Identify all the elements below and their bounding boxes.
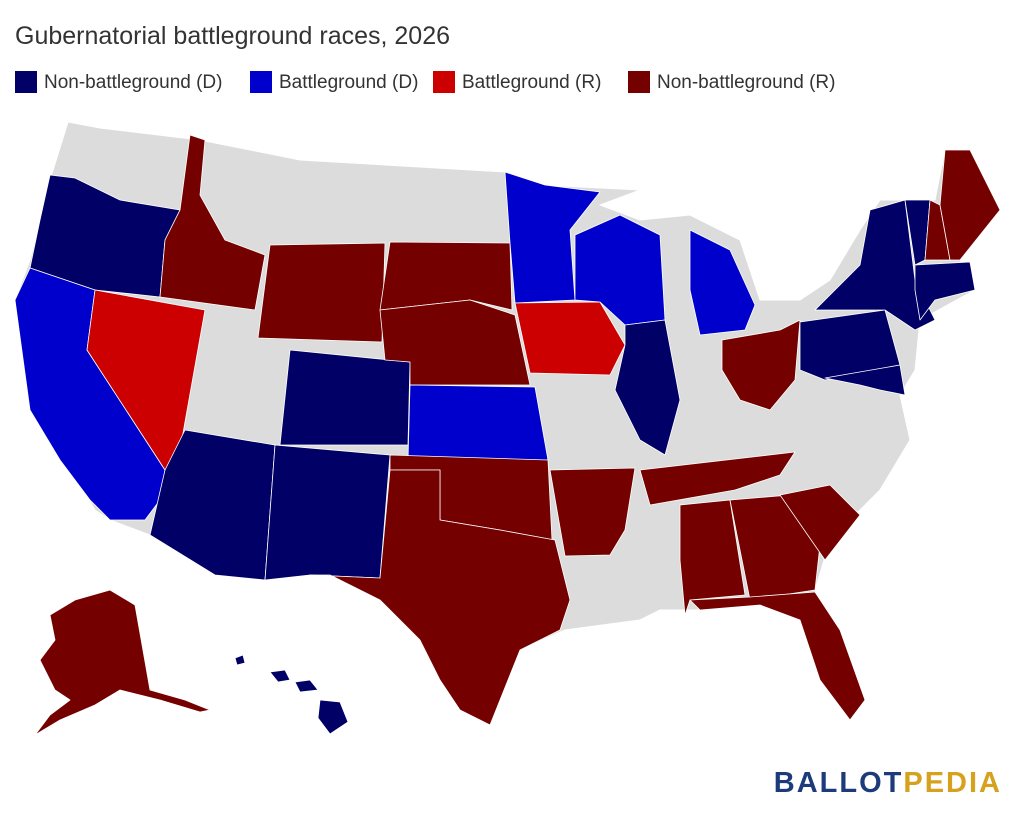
state (689, 591, 866, 721)
state (504, 171, 601, 304)
state (914, 261, 976, 321)
legend-swatch (15, 71, 37, 93)
title: Gubernatorial battleground races, 2026 (15, 22, 450, 50)
legend-label: Non-battleground (R) (657, 72, 835, 93)
state (939, 149, 1001, 261)
state (549, 467, 636, 557)
state (279, 349, 411, 446)
state (269, 669, 291, 683)
logo: BALLOTPEDIA (774, 767, 1002, 799)
state (159, 134, 266, 311)
state (264, 444, 391, 581)
legend-swatch (250, 71, 272, 93)
states (14, 134, 1001, 736)
legend-label: Battleground (R) (462, 72, 601, 93)
state (34, 589, 211, 736)
state (379, 241, 513, 311)
state (317, 699, 349, 735)
logo-part: BALLOT (774, 767, 904, 799)
state (824, 364, 906, 396)
state (639, 451, 796, 506)
state (721, 319, 801, 411)
state (514, 301, 626, 376)
legend-label: Battleground (D) (279, 72, 418, 93)
state (234, 654, 246, 666)
state (379, 299, 531, 386)
state (309, 469, 571, 726)
state (407, 384, 549, 461)
state (294, 679, 319, 693)
legend-label: Non-battleground (D) (44, 72, 222, 93)
state (729, 494, 821, 601)
legend: Non-battleground (D) Battleground (D) Batt… (15, 71, 835, 93)
state (689, 229, 756, 336)
legend-swatch (433, 71, 455, 93)
state (257, 242, 386, 343)
logo-part: PEDIA (903, 767, 1002, 799)
state (614, 319, 681, 456)
legend-swatch (628, 71, 650, 93)
state (779, 484, 861, 561)
